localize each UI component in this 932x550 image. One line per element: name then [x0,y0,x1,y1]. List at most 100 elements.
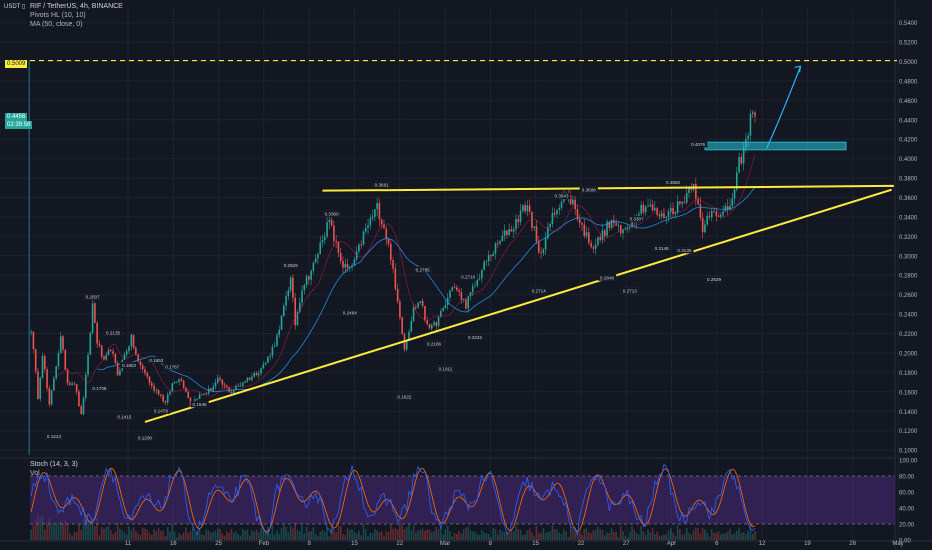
candle-body [597,237,599,245]
volume-bar [214,530,217,540]
volume-bar [269,533,271,540]
indicator-ma-label[interactable]: MA (50, close, 0) [30,21,83,28]
volume-bar [144,528,146,540]
symbol-title[interactable]: RIF / TetherUS, 4h, BINANCE [30,3,123,10]
y-tick-label: 0.5000 [899,60,918,66]
candle-body [89,332,92,355]
volume-bar [262,529,265,540]
candle-body [303,285,306,291]
volume-bar [137,533,139,540]
volume-bar [260,527,262,540]
volume-bar [437,529,440,540]
volume-bar [720,534,722,540]
indicator-pivots-label[interactable]: Pivots HL (10, 10) [30,12,86,19]
volume-bar [471,531,474,540]
pivot-label: 0.2710 [461,275,475,280]
volume-bar [55,525,57,540]
volume-bar [676,525,679,540]
volume-bar [424,530,426,540]
volume-bar [110,530,112,540]
volume-bar [201,534,203,540]
volume-bar [41,515,44,540]
volume-bar [574,527,576,540]
volume-bar [294,522,296,540]
volume-bar [317,536,319,540]
candle-body [139,361,142,366]
volume-bar [658,535,661,540]
volume-bar [667,530,670,540]
volume-bar [139,535,142,540]
volume-bar [323,531,326,540]
pivot-label-box [115,413,134,420]
time-axis[interactable]: 11 18 25 Feb 8 15 22 Mar 8 15 22 27 Apr 6 12 19 26 May [125,541,904,547]
volume-bar [483,532,485,540]
candles[interactable] [30,109,756,416]
volume-bar [148,533,151,540]
candle-body [148,376,151,384]
candle-body [349,266,351,268]
volume-bar [474,531,476,540]
candle-body [264,362,267,365]
volume-bar [39,516,42,540]
volume-bar [96,518,98,540]
volume-bar [540,533,542,540]
volume-bar [194,533,196,540]
stoch-label[interactable]: Stoch (14, 3, 3) [30,461,78,468]
volume-bar [731,534,734,540]
volume-bar [446,525,449,540]
candle-body [298,302,301,313]
volume-bar [251,530,253,540]
pivot-label: 0.1213 [47,434,61,439]
candle-body [367,225,369,228]
candle-body [369,218,372,226]
volume-bar [642,531,645,540]
candle-body [481,270,483,279]
candle-body [396,288,399,302]
candle-body [344,264,347,268]
volume-bar [531,532,533,540]
price-axis[interactable]: 0.5400 0.5200 0.5000 0.4800 0.4600 0.4400 0.42… [899,21,918,455]
volume-bar [419,529,422,540]
volume-bar [121,530,123,540]
pivot-label: 0.1200 [138,435,152,440]
volume-bar [701,528,704,540]
candle-body [346,264,349,268]
candle-body [128,346,130,352]
volume-bar [226,531,228,540]
candle-body [430,324,433,329]
vol-label[interactable]: Vol [30,470,40,477]
pivot-label: 0.3661 [375,182,389,187]
volume-bar [232,532,235,540]
volume-bar [221,533,224,540]
candle-body [478,278,481,280]
candle-body [394,268,397,289]
currency-label[interactable]: USDT ▯ [4,4,26,10]
volume-bar [346,528,349,540]
volume-bar [624,535,627,540]
volume-bar [740,532,743,540]
candle-body [292,277,294,298]
candle-body [729,205,731,211]
candle-body [242,382,244,386]
volume-bar [549,531,551,540]
candle-body [506,230,508,236]
volume-bar [722,533,724,540]
candle-body [84,374,87,399]
volume-bar [492,528,495,540]
pivot-label: 0.3682 [666,180,680,185]
volume-bar [724,533,727,540]
y-tick-label: 0.4400 [899,118,918,124]
volume-bar [708,536,711,540]
candle-body [358,244,360,252]
pivot-label: 0.2714 [532,288,546,293]
candle-body [64,349,67,370]
volume-bar [150,535,153,540]
volume-bar [296,529,299,540]
volume-bar [569,526,572,540]
volume-bar [364,529,367,540]
candle-body [624,229,627,230]
candle-body [201,394,203,396]
current-price-tag: 0.4456 [5,113,28,121]
